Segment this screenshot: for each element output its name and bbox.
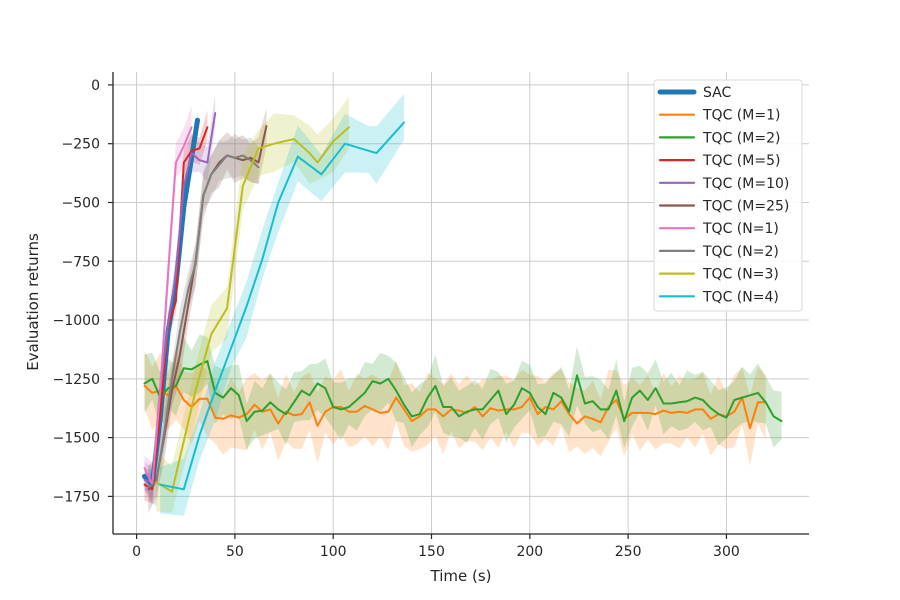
legend-label: TQC (N=1) — [702, 221, 779, 237]
legend-item-tqc-m-2: TQC (M=2) — [658, 130, 780, 146]
line-tqc-m-2 — [143, 360, 783, 423]
x-tick-label: 250 — [615, 544, 642, 560]
y-tick-label: −1750 — [53, 489, 100, 505]
y-tick-label: −750 — [62, 254, 100, 270]
legend-label: TQC (N=4) — [702, 289, 779, 305]
grid — [113, 72, 809, 534]
band-tqc-n-4 — [160, 93, 404, 516]
band-tqc-n-3 — [156, 96, 349, 513]
legend-items: SAC TQC (M=1) TQC (M=2) TQC (M=5) TQC (M=10)… — [657, 85, 789, 305]
legend-label: TQC (M=5) — [702, 153, 780, 169]
y-axis-label: Evaluation returns — [24, 233, 42, 371]
band-tqc-m-2 — [144, 334, 782, 450]
x-tick-label: 100 — [320, 544, 347, 560]
y-tick-label: −1000 — [53, 313, 100, 329]
legend-item-tqc-m-25: TQC (M=25) — [658, 199, 789, 215]
x-axis-label: Time (s) — [430, 567, 492, 585]
y-tick-label: −1250 — [53, 372, 100, 388]
legend-label: TQC (M=25) — [702, 199, 789, 215]
legend-item-tqc-n-3: TQC (N=3) — [658, 267, 779, 283]
y-tick-label: −1500 — [53, 431, 100, 447]
line-tqc-n-2 — [147, 154, 260, 488]
x-tick-label: 0 — [132, 544, 141, 560]
legend-label: TQC (N=3) — [702, 267, 779, 283]
x-tick-label: 300 — [713, 544, 740, 560]
legend-label: TQC (N=2) — [702, 244, 779, 260]
legend-item-sac: SAC — [657, 85, 731, 101]
line-tqc-m-1 — [143, 384, 767, 430]
legend-label: TQC (M=10) — [702, 176, 789, 192]
legend-item-tqc-m-10: TQC (M=10) — [658, 176, 789, 192]
legend-item-tqc-n-1: TQC (N=1) — [658, 221, 779, 237]
axes — [112, 72, 809, 535]
legend-label: TQC (M=1) — [702, 108, 780, 124]
y-tick-label: −500 — [62, 195, 100, 211]
legend-label: TQC (M=2) — [702, 130, 780, 146]
y-tick-label: 0 — [91, 78, 100, 94]
band-tqc-m-25 — [148, 108, 267, 514]
legend-item-tqc-n-4: TQC (N=4) — [658, 289, 779, 305]
x-ticks: 0 50 100 150 200 250 300 — [132, 534, 740, 560]
x-tick-label: 150 — [418, 544, 445, 560]
y-ticks: 0 −250 −500 −750 −1000 −1250 −1500 −1750 — [53, 78, 113, 505]
line-tqc-n-4 — [159, 121, 405, 491]
x-tick-label: 200 — [516, 544, 543, 560]
legend: SAC TQC (M=1) TQC (M=2) TQC (M=5) TQC (M=10)… — [653, 79, 803, 312]
x-tick-label: 50 — [226, 544, 244, 560]
line-tqc-n-3 — [155, 126, 350, 493]
y-tick-label: −250 — [62, 137, 100, 153]
band-tqc-n-1 — [144, 105, 192, 505]
band-tqc-m-1 — [144, 348, 766, 466]
legend-item-tqc-m-1: TQC (M=1) — [658, 108, 780, 124]
series-lines — [142, 112, 783, 493]
legend-item-tqc-m-5: TQC (M=5) — [658, 153, 780, 169]
legend-item-tqc-n-2: TQC (N=2) — [658, 244, 779, 260]
legend-label: SAC — [703, 85, 731, 101]
